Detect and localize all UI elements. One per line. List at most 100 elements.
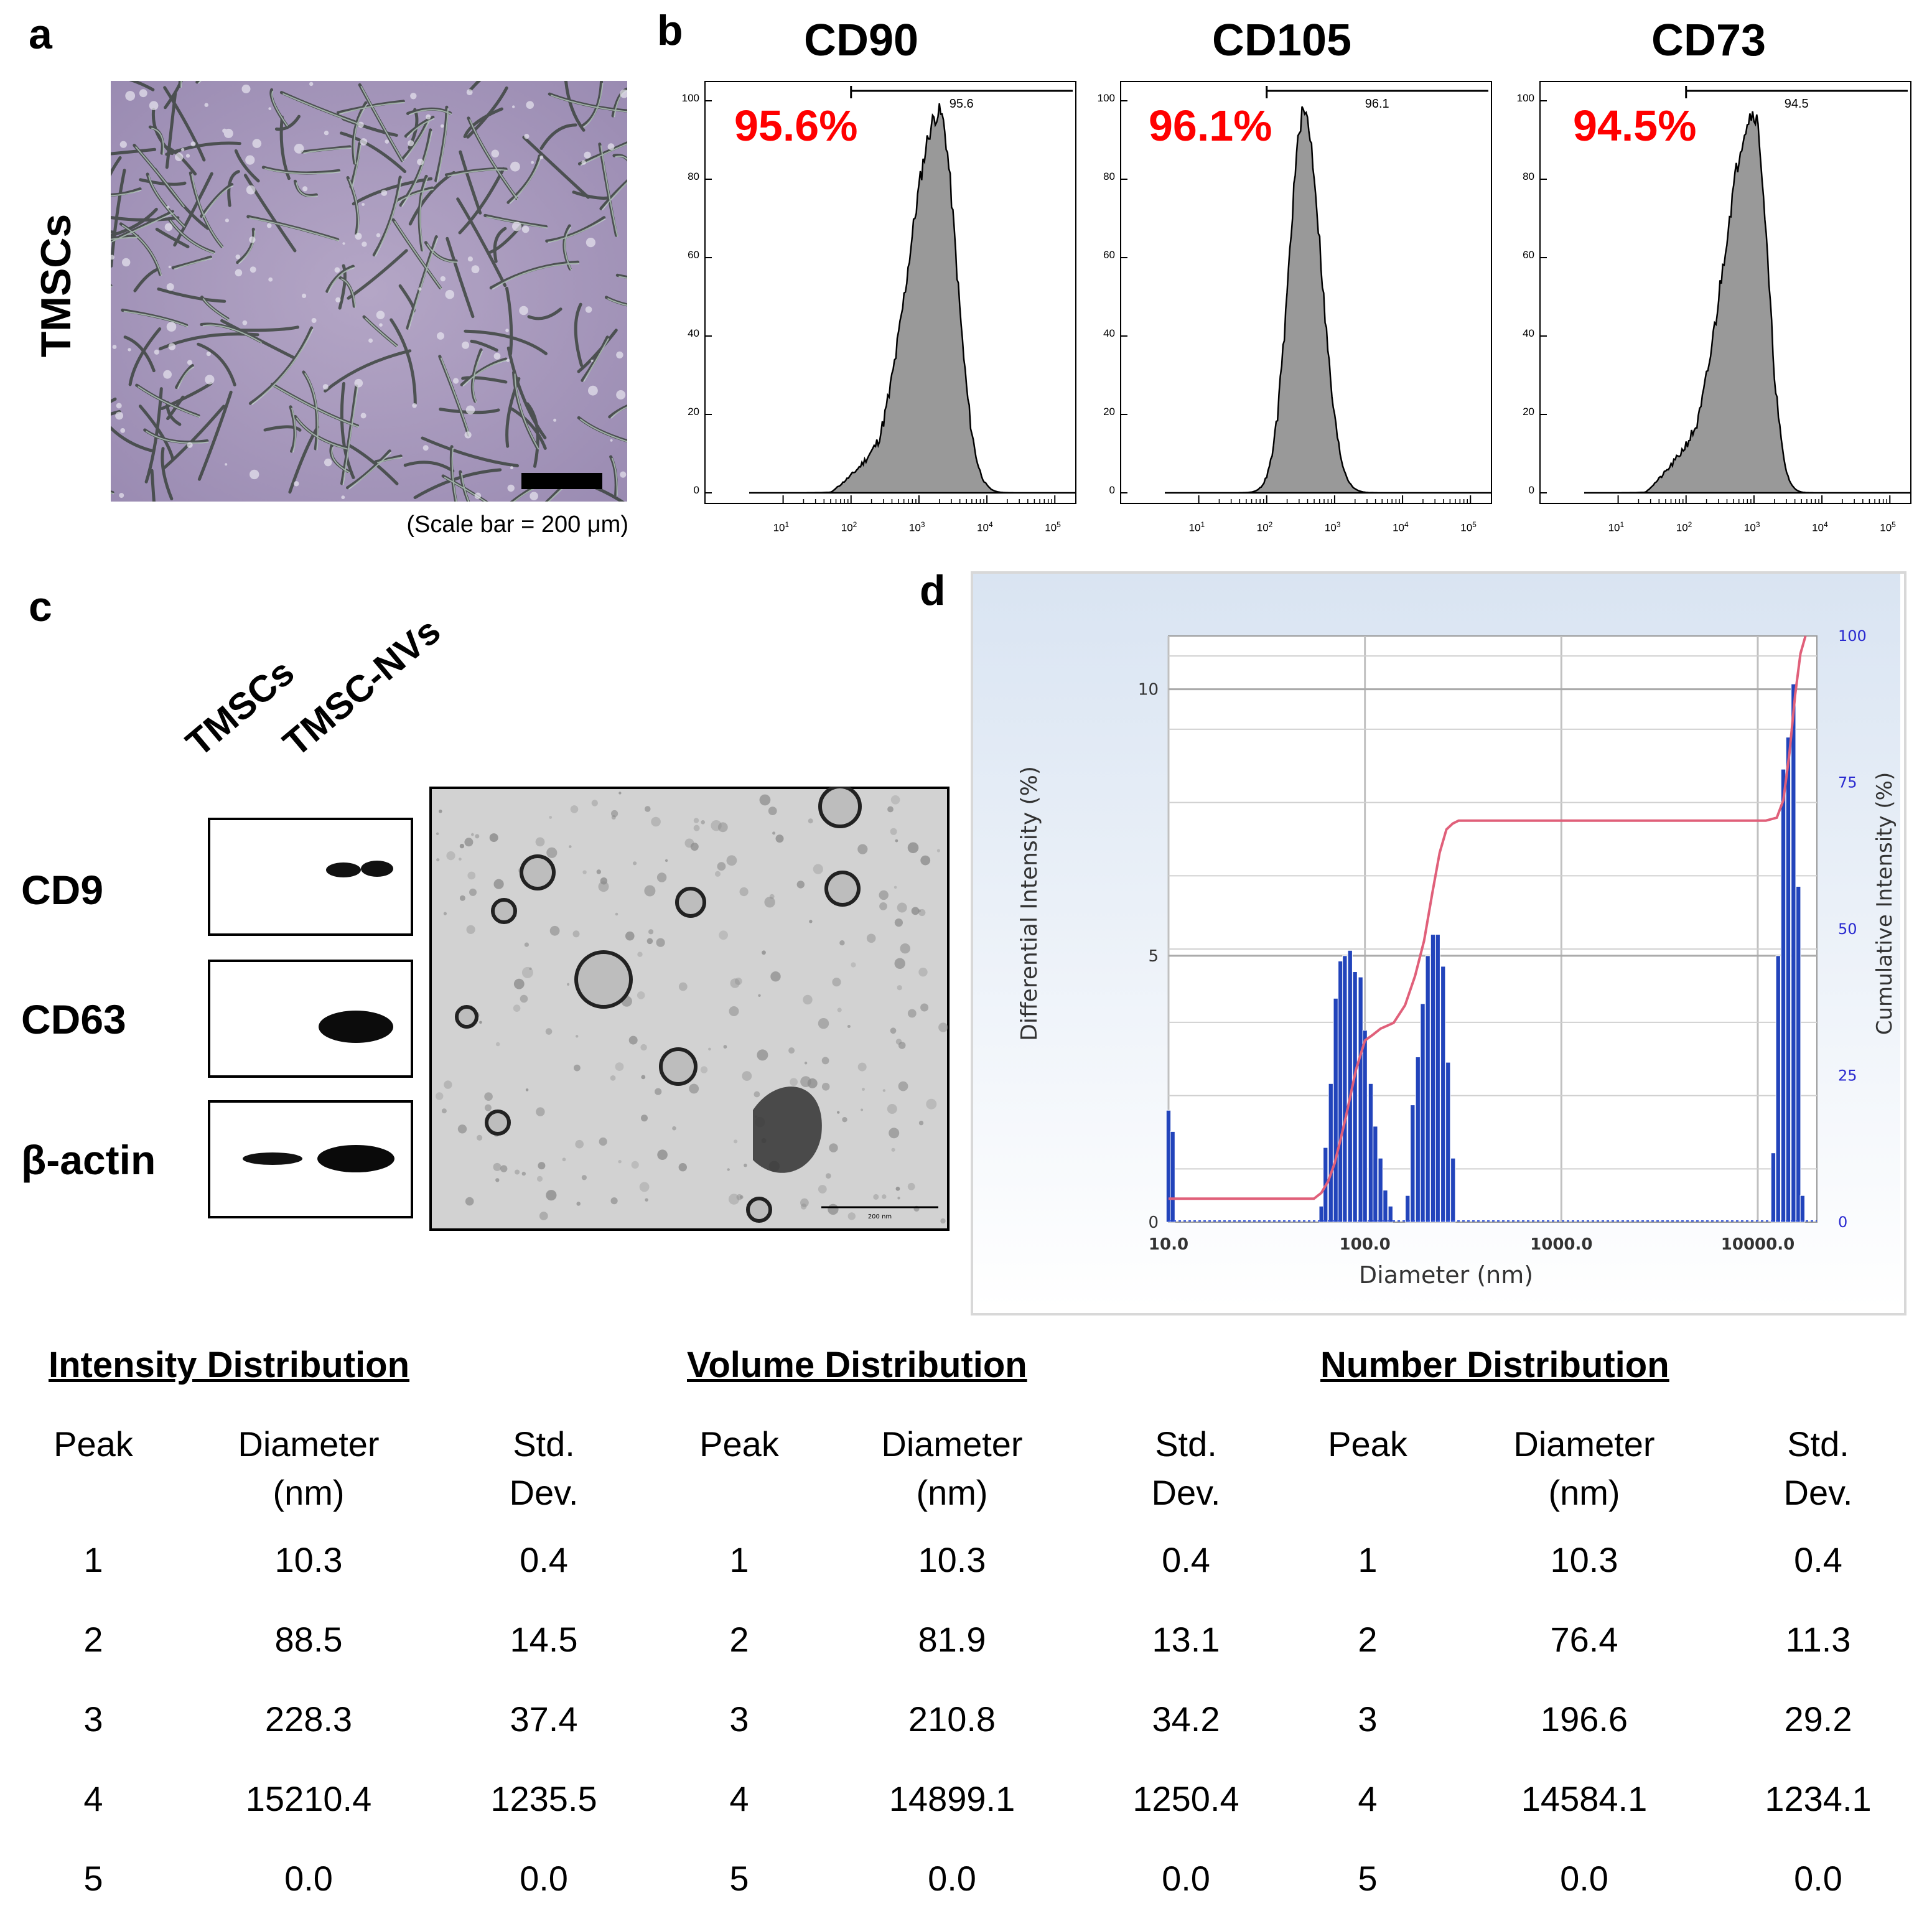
y-tick-label: 40	[688, 327, 699, 339]
tem-particle	[739, 1195, 744, 1199]
histogram-svg-1	[1121, 86, 1491, 503]
micrograph-debris-dot	[187, 360, 193, 365]
x-tick-label: 101	[1608, 520, 1625, 535]
tem-particle	[911, 907, 920, 915]
micrograph-cell	[599, 179, 627, 210]
dls-x-axis-label: Diameter (nm)	[1359, 1261, 1533, 1289]
table-cell: 0.4	[520, 1540, 568, 1579]
table-header-2-1: Diameter	[1513, 1424, 1655, 1464]
micrograph-cell-highlight	[550, 95, 627, 113]
tem-particle	[907, 842, 919, 854]
y-tick-label: 80	[688, 171, 699, 182]
micrograph-cell-highlight	[138, 386, 200, 418]
micrograph-debris-dot	[355, 233, 362, 240]
tem-particle	[446, 851, 455, 861]
tem-particle	[701, 820, 705, 825]
micrograph-cell	[470, 339, 498, 352]
tem-particle	[441, 1108, 447, 1114]
micrograph-debris-dot	[125, 91, 136, 101]
micrograph-cell	[157, 287, 226, 303]
micrograph-cell-highlight	[123, 311, 189, 327]
micrograph-cell-highlight	[271, 90, 289, 127]
micrograph-debris-dot	[166, 322, 177, 332]
dls-cumulative-line	[1169, 635, 1807, 1200]
micrograph-cell	[374, 454, 403, 464]
micrograph-cell	[506, 154, 541, 204]
x-tick-label: 103	[909, 520, 925, 535]
table-cell: 5	[83, 1859, 103, 1898]
tem-particle	[742, 1071, 752, 1081]
x-tick-exp: 2	[852, 520, 857, 529]
micrograph-cell-highlight	[582, 83, 604, 128]
tem-particle	[759, 794, 771, 806]
y-tick-label: 0	[1109, 484, 1115, 496]
tem-particle	[549, 816, 553, 819]
y-tick-label: 20	[1523, 406, 1534, 418]
y-tick-label: 20	[1103, 406, 1115, 418]
micrograph-cell-highlight	[251, 329, 314, 406]
dls-bar	[1388, 1205, 1393, 1223]
micrograph-cell	[458, 167, 505, 235]
x-tick-label: 104	[977, 520, 993, 535]
micrograph-debris-dot	[168, 343, 176, 350]
tem-particle	[754, 1091, 760, 1098]
tem-particle	[800, 1203, 807, 1210]
micrograph-debris-dot	[512, 105, 515, 108]
table-cell: 2	[83, 1620, 103, 1659]
micrograph-cell	[577, 329, 618, 373]
tem-particle	[813, 864, 823, 874]
micrograph-cell	[508, 406, 547, 450]
tem-particle	[459, 843, 465, 849]
tem-particle	[938, 1022, 948, 1032]
micrograph-cell	[111, 235, 139, 240]
micrograph-cell-highlight	[331, 447, 350, 474]
dls-bar	[1352, 971, 1358, 1223]
micrograph-cell-highlight	[202, 185, 234, 218]
tem-vesicle	[520, 854, 556, 890]
y-tick-label: 100	[1516, 92, 1534, 104]
micrograph-debris-dot	[324, 458, 332, 467]
micrograph-debris-dot	[335, 297, 341, 303]
tem-particle	[882, 1089, 886, 1092]
micrograph-debris-dot	[445, 289, 455, 299]
tem-particle	[457, 1124, 467, 1134]
micrograph-cell-highlight	[353, 103, 368, 165]
y-tick-label: 60	[1523, 249, 1534, 261]
x-tick-exp: 3	[920, 520, 925, 529]
micrograph-cell	[239, 325, 299, 332]
tem-particle	[464, 838, 474, 847]
micrograph-cell	[160, 381, 213, 411]
micrograph-cell	[489, 260, 580, 290]
x-tick-base: 10	[1188, 521, 1201, 534]
table-cell: 11.3	[1785, 1620, 1851, 1659]
micrograph-cell	[527, 307, 562, 320]
micrograph-cell	[248, 326, 314, 405]
table-cell: 5	[1358, 1859, 1378, 1898]
micrograph-cell	[173, 172, 213, 247]
micrograph-debris-dot	[505, 329, 509, 332]
x-tick-base: 10	[841, 521, 853, 534]
micrograph-cell-highlight	[304, 373, 319, 451]
tem-particle	[818, 1018, 829, 1029]
micrograph-debris-dot	[241, 84, 251, 93]
micrograph-debris-dot	[245, 155, 255, 165]
table-cell: 3	[729, 1699, 749, 1739]
tem-particle	[656, 872, 667, 882]
tem-particle	[832, 978, 841, 987]
table-cell: 5	[729, 1859, 749, 1898]
dls-bar	[1420, 1003, 1426, 1223]
x-tick-base: 10	[977, 521, 989, 534]
tem-particle	[467, 871, 476, 880]
micrograph-debris-dot	[462, 341, 470, 349]
micrograph-cell-highlight	[296, 417, 348, 450]
micrograph-cell	[175, 364, 194, 389]
dls-bar	[1410, 1105, 1416, 1223]
dls-y2-tick-label: 0	[1838, 1213, 1847, 1231]
micrograph-debris-dot	[115, 411, 123, 420]
tem-particle	[611, 815, 616, 820]
panel-letter-d: d	[920, 567, 946, 614]
micrograph-cell	[406, 235, 438, 330]
x-tick-base: 10	[1256, 521, 1269, 534]
lane-label-tmscs: TMSCs	[178, 651, 302, 765]
